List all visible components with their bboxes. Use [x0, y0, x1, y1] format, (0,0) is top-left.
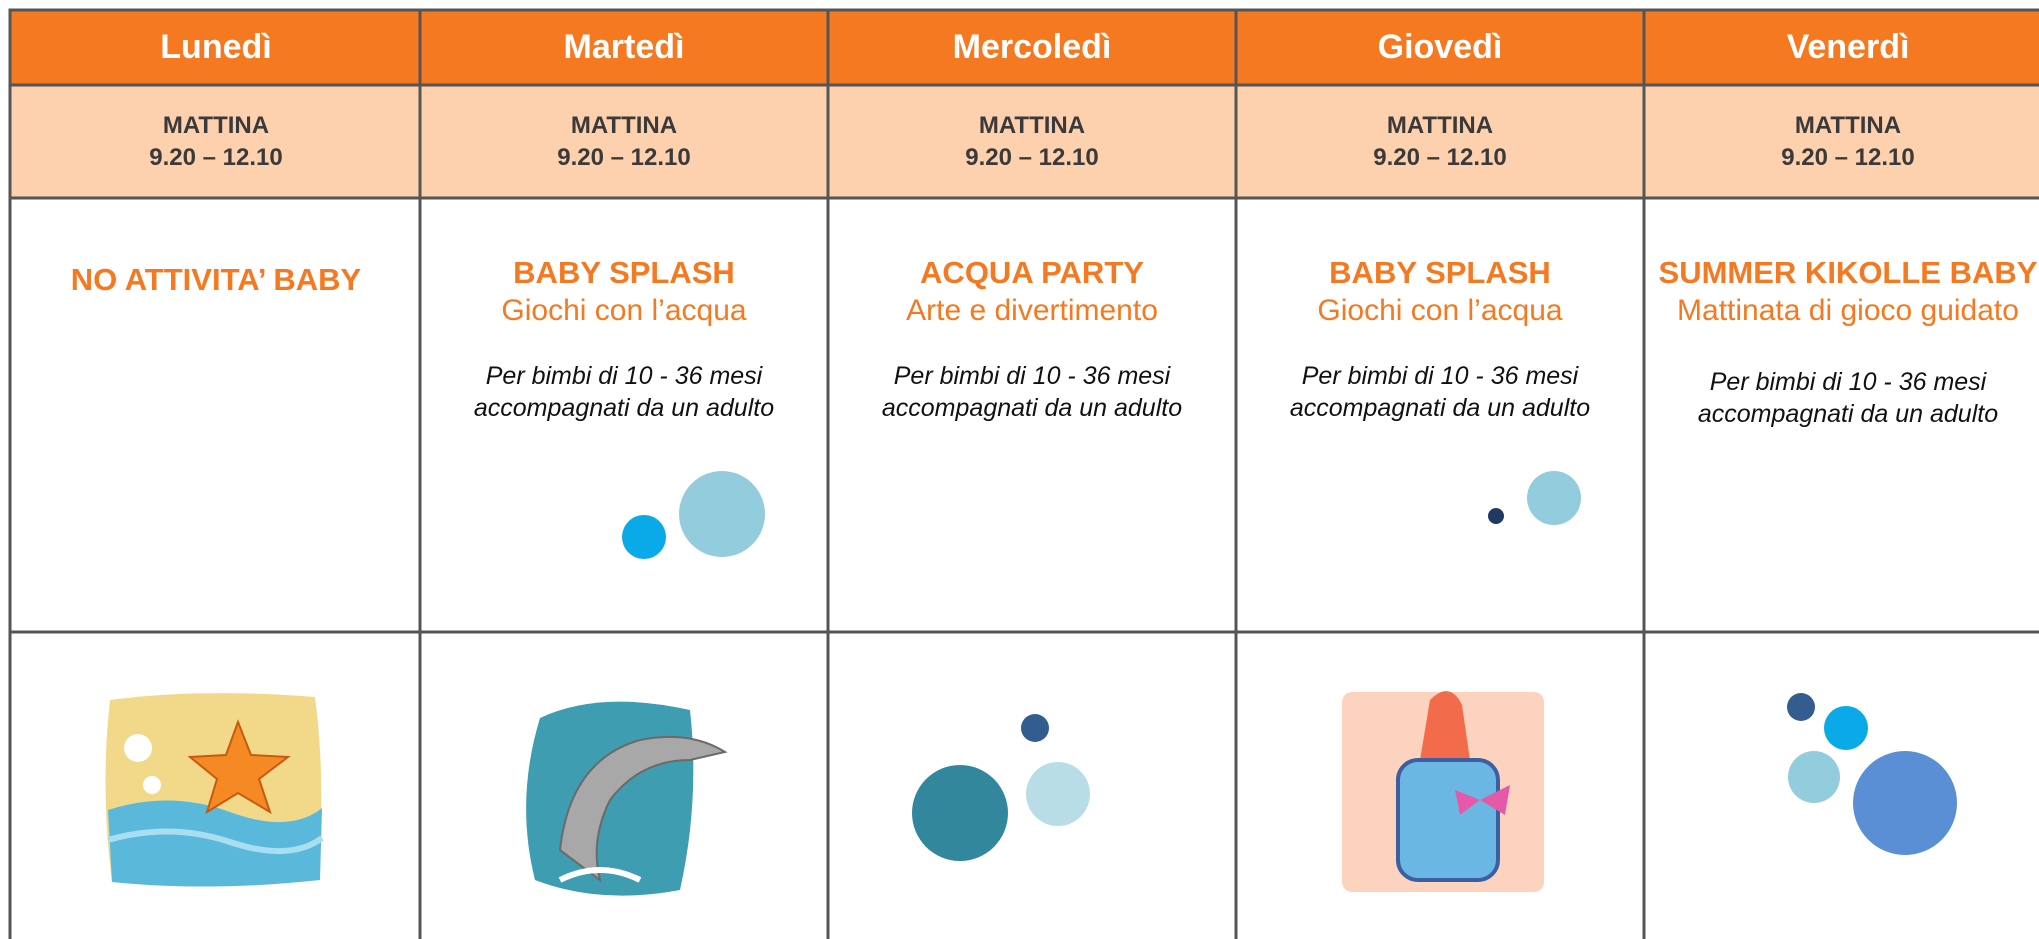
dolphin-clipart [526, 701, 728, 896]
activity-title: SUMMER KIKOLLE BABY [1658, 255, 2038, 290]
session-time: 9.20 – 12.10 [965, 144, 1099, 171]
session-time: 9.20 – 12.10 [557, 144, 691, 171]
session-label: MATTINA [162, 112, 270, 139]
activity-title: ACQUA PARTY [920, 255, 1144, 290]
bottle-clipart [1342, 691, 1544, 892]
activity-note: Per bimbi di 10 - 36 mesi [1301, 362, 1579, 390]
activity-note: accompagnati da un adulto [1697, 400, 1999, 428]
session-label: MATTINA [978, 112, 1086, 139]
activity-note: accompagnati da un adulto [473, 394, 775, 422]
day-header: Venerdì [1786, 28, 1910, 66]
activity-note: Per bimbi di 10 - 36 mesi [485, 362, 763, 390]
session-time: 9.20 – 12.10 [1781, 144, 1915, 171]
session-label: MATTINA [1386, 112, 1494, 139]
session-time: 9.20 – 12.10 [149, 144, 283, 171]
activity-subtitle: Giochi con l’acqua [501, 294, 747, 327]
header-row [10, 10, 2039, 85]
activity-subtitle: Mattinata di gioco guidato [1677, 294, 2019, 327]
day-header: Martedì [563, 28, 685, 66]
activity-subtitle: Giochi con l’acqua [1317, 294, 1563, 327]
activity-title: BABY SPLASH [1329, 255, 1551, 290]
session-row [10, 85, 2039, 198]
activity-subtitle: Arte e divertimento [906, 294, 1158, 327]
day-header: Mercoledì [952, 28, 1112, 66]
activity-note: accompagnati da un adulto [1289, 394, 1591, 422]
activity-title: BABY SPLASH [513, 255, 735, 290]
day-header: Lunedì [160, 28, 272, 66]
session-label: MATTINA [570, 112, 678, 139]
activity-note: Per bimbi di 10 - 36 mesi [893, 362, 1171, 390]
activity-title: NO ATTIVITA’ BABY [70, 262, 362, 297]
session-time: 9.20 – 12.10 [1373, 144, 1507, 171]
day-header: Giovedì [1377, 28, 1503, 66]
session-label: MATTINA [1794, 112, 1902, 139]
beach-clipart [105, 693, 324, 887]
activity-note: accompagnati da un adulto [881, 394, 1183, 422]
activity-note: Per bimbi di 10 - 36 mesi [1709, 368, 1987, 396]
